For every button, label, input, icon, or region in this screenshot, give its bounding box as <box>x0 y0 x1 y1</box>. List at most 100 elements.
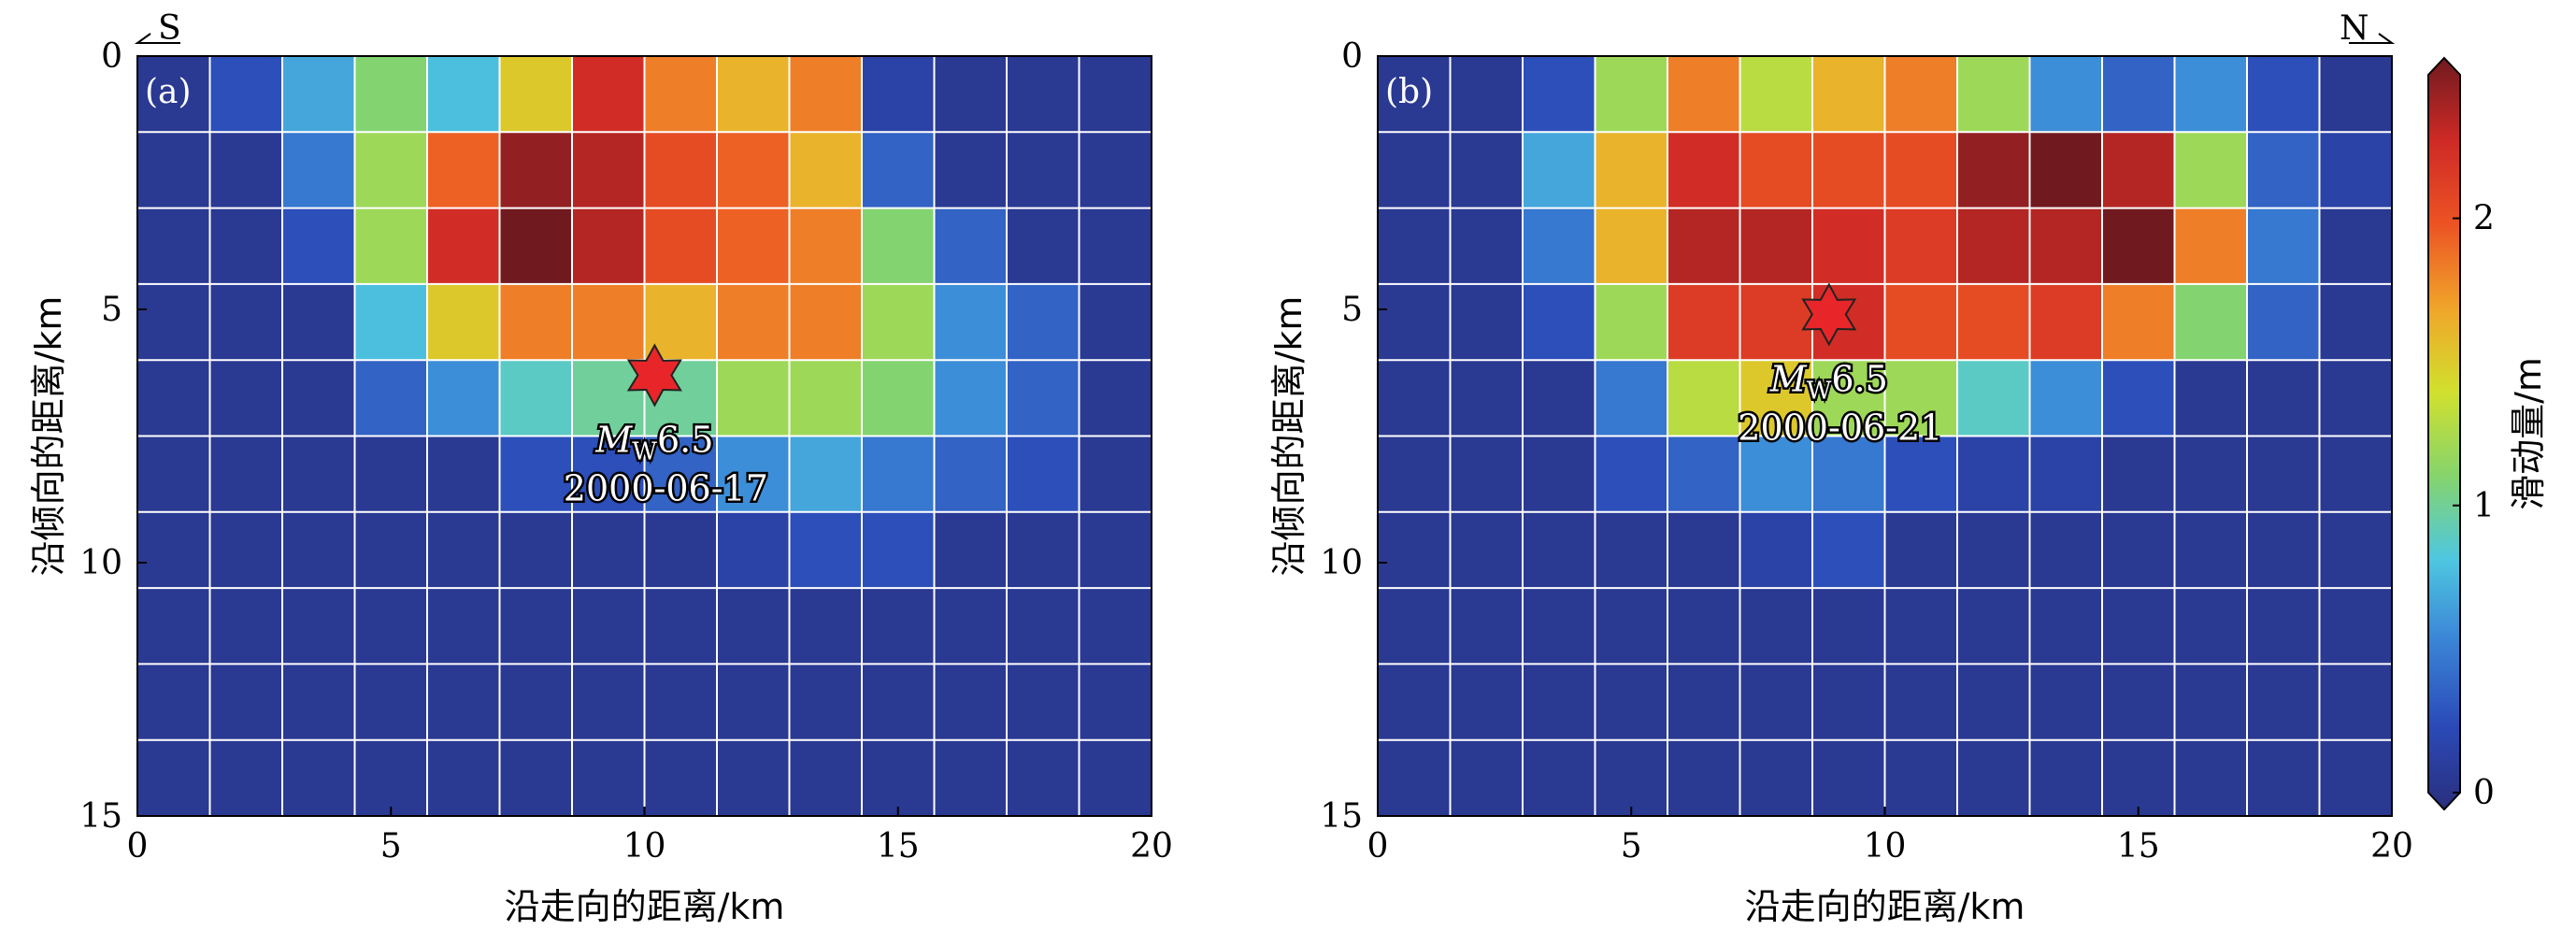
x-tick-label: 20 <box>1130 827 1173 866</box>
slip-cell <box>1739 664 1813 741</box>
slip-cell <box>572 739 646 817</box>
slip-cell <box>572 207 646 285</box>
slip-cell <box>1378 283 1452 361</box>
slip-cell <box>209 207 283 285</box>
slip-cell <box>354 436 428 513</box>
slip-cell <box>137 56 211 133</box>
x-tick-label: 10 <box>623 827 666 866</box>
slip-cell <box>1957 207 2031 285</box>
slip-cell <box>2174 207 2248 285</box>
slip-cell <box>1079 664 1152 741</box>
slip-cell <box>1450 436 1524 513</box>
slip-cell <box>1957 588 2031 665</box>
slip-cell <box>2029 664 2103 741</box>
panel-b-event-date: 2000-06-21 <box>1738 407 1942 448</box>
slip-cell <box>282 664 356 741</box>
slip-cell <box>427 588 501 665</box>
slip-cell <box>137 436 211 513</box>
slip-cell <box>2102 56 2176 133</box>
slip-cell <box>137 360 211 437</box>
slip-cell <box>209 588 283 665</box>
slip-cell <box>1739 360 1813 437</box>
slip-cell <box>427 360 501 437</box>
slip-cell <box>2102 207 2176 285</box>
slip-cell <box>1378 511 1452 589</box>
slip-cell <box>572 56 646 133</box>
slip-cell <box>862 664 936 741</box>
slip-cell <box>1667 436 1741 513</box>
panel-a-x-ticks: 0 5 10 15 20 <box>127 807 1173 866</box>
slip-cell <box>1884 664 1958 741</box>
x-tick-label: 20 <box>2370 827 2413 866</box>
colorbar-label: 滑动量/m <box>2508 357 2549 510</box>
slip-cell <box>1667 588 1741 665</box>
slip-cell <box>1957 511 2031 589</box>
slip-cell <box>1378 360 1452 437</box>
slip-cell <box>137 283 211 361</box>
slip-cell <box>1378 207 1452 285</box>
slip-cell <box>2247 56 2321 133</box>
slip-cell <box>1667 207 1741 285</box>
slip-cell <box>1884 360 1958 437</box>
slip-cell <box>1079 511 1152 589</box>
slip-cell <box>1378 664 1452 741</box>
slip-cell <box>2247 664 2321 741</box>
slip-cell <box>862 511 936 589</box>
colorbar-tick-label: 2 <box>2473 200 2495 238</box>
slip-cell <box>427 283 501 361</box>
slip-cell <box>137 588 211 665</box>
x-tick-label: 0 <box>127 827 149 866</box>
panel-a-cells <box>137 56 1152 817</box>
slip-cell <box>2247 283 2321 361</box>
slip-cell <box>717 739 791 817</box>
slip-cell <box>717 56 791 133</box>
slip-cell <box>644 207 718 285</box>
slip-cell <box>499 360 573 437</box>
slip-cell <box>1450 664 1524 741</box>
slip-cell <box>644 56 718 133</box>
slip-cell <box>862 207 936 285</box>
slip-cell <box>2319 664 2393 741</box>
slip-cell <box>2319 132 2393 209</box>
y-tick-label: 15 <box>79 797 122 836</box>
slip-cell <box>2102 511 2176 589</box>
panel-b-x-axis-label: 沿走向的距离/km <box>1745 886 2025 927</box>
slip-cell <box>1595 207 1668 285</box>
slip-cell <box>1450 511 1524 589</box>
slip-cell <box>209 511 283 589</box>
slip-cell <box>1523 588 1596 665</box>
x-tick-label: 0 <box>1367 827 1389 866</box>
slip-cell <box>789 436 863 513</box>
panel-a-gridlines <box>137 56 1152 816</box>
slip-cell <box>1450 207 1524 285</box>
slip-cell <box>1739 56 1813 133</box>
panel-b-magnitude-label: MW6.5 <box>1769 358 1888 405</box>
slip-cell <box>1523 511 1596 589</box>
slip-cell <box>354 511 428 589</box>
slip-cell <box>862 588 936 665</box>
slip-cell <box>282 283 356 361</box>
slip-cell <box>2029 360 2103 437</box>
slip-cell <box>282 360 356 437</box>
slip-cell <box>209 739 283 817</box>
slip-cell <box>137 739 211 817</box>
slip-cell <box>789 664 863 741</box>
slip-cell <box>1007 664 1080 741</box>
slip-cell <box>2102 360 2176 437</box>
slip-cell <box>427 56 501 133</box>
slip-cell <box>2319 511 2393 589</box>
panel-b-direction-indicator: N <box>2340 9 2396 48</box>
slip-cell <box>1079 283 1152 361</box>
slip-cell <box>499 132 573 209</box>
slip-cell <box>354 132 428 209</box>
slip-cell <box>717 207 791 285</box>
slip-cell <box>1667 56 1741 133</box>
slip-cell <box>1739 207 1813 285</box>
slip-cell <box>354 360 428 437</box>
slip-cell <box>1378 56 1452 133</box>
slip-cell <box>644 588 718 665</box>
slip-cell <box>717 132 791 209</box>
slip-cell <box>1812 664 1886 741</box>
slip-cell <box>2247 436 2321 513</box>
slip-cell <box>2029 511 2103 589</box>
